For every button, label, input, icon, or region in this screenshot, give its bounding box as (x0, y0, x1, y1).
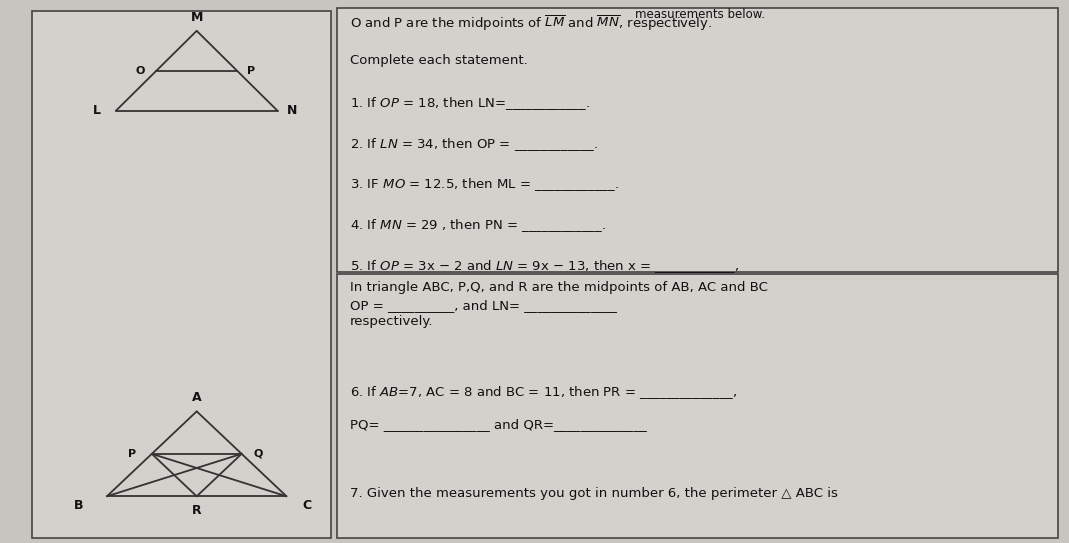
Bar (337, 274, 1058, 538)
Text: O: O (136, 66, 144, 76)
Text: Complete each statement.: Complete each statement. (350, 54, 527, 67)
Text: Q: Q (253, 449, 263, 459)
Text: C: C (301, 499, 311, 512)
Text: R: R (191, 504, 202, 517)
Text: OP = __________, and LN= ______________: OP = __________, and LN= ______________ (350, 299, 617, 312)
Text: N: N (288, 104, 297, 117)
Text: B: B (75, 499, 83, 512)
Text: M: M (190, 11, 203, 24)
Text: 4. If $MN$ = 29 , then PN = ____________.: 4. If $MN$ = 29 , then PN = ____________… (350, 217, 605, 234)
Text: measurements below.: measurements below. (635, 8, 765, 21)
Text: O and P are the midpoints of $\overline{LM}$ and $\overline{MN}$, respectively.: O and P are the midpoints of $\overline{… (350, 14, 712, 33)
Text: 7. Given the measurements you got in number 6, the perimeter △ ABC is: 7. Given the measurements you got in num… (350, 487, 837, 500)
Text: 3. IF $MO$ = 12.5, then ML = ____________.: 3. IF $MO$ = 12.5, then ML = ___________… (350, 176, 618, 193)
Text: 5. If $OP$ = 3x − 2 and $LN$ = 9x − 13, then x = ____________,: 5. If $OP$ = 3x − 2 and $LN$ = 9x − 13, … (350, 258, 739, 275)
Bar (32, 11, 331, 538)
Text: P: P (247, 66, 254, 76)
Text: In triangle ABC, P,Q, and R are the midpoints of AB, AC and BC: In triangle ABC, P,Q, and R are the midp… (350, 281, 768, 294)
Text: P: P (128, 449, 137, 459)
Text: PQ= ________________ and QR=______________: PQ= ________________ and QR=____________… (350, 418, 647, 431)
Text: A: A (191, 390, 202, 403)
Text: respectively.: respectively. (350, 315, 433, 329)
Bar (337, 8, 1058, 272)
Text: 2. If $LN$ = 34, then OP = ____________.: 2. If $LN$ = 34, then OP = ____________. (350, 136, 598, 153)
Text: 1. If $OP$ = 18, then LN=____________.: 1. If $OP$ = 18, then LN=____________. (350, 95, 589, 112)
Text: L: L (93, 104, 100, 117)
Text: 6. If $AB$=7, AC = 8 and BC = 11, then PR = ______________,: 6. If $AB$=7, AC = 8 and BC = 11, then P… (350, 384, 737, 401)
